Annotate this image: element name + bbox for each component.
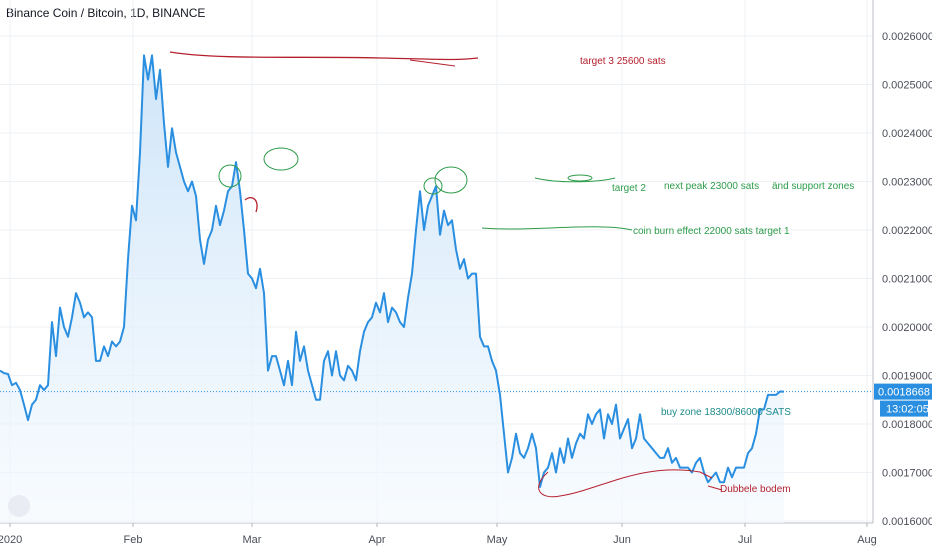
target3-line bbox=[169, 51, 479, 61]
green-circle-1 bbox=[218, 164, 242, 188]
y-tick-label: 0.0025000 bbox=[882, 80, 932, 92]
double-bottom-curve bbox=[538, 469, 713, 498]
x-tick-label: Jul bbox=[738, 534, 752, 546]
x-tick-label: Feb bbox=[124, 534, 143, 546]
target3-scribble bbox=[409, 59, 456, 67]
y-tick-label: 0.0018000 bbox=[882, 419, 932, 431]
x-tick-label: May bbox=[487, 534, 508, 546]
y-tick-label: 0.0017000 bbox=[882, 468, 932, 480]
green-circle-3 bbox=[423, 177, 443, 195]
annotation-text: coin burn effect 22000 sats target 1 bbox=[633, 226, 790, 237]
price-area-fill bbox=[0, 55, 784, 524]
target2-line bbox=[534, 177, 616, 183]
countdown-badge bbox=[880, 400, 928, 417]
target2-scribble bbox=[567, 174, 593, 182]
x-tick-label: 2020 bbox=[0, 534, 22, 546]
annotation-text: änd support zones bbox=[772, 181, 854, 192]
price-badge bbox=[874, 383, 932, 400]
double-bottom-tick bbox=[707, 485, 723, 491]
chart-title: Binance Coin / Bitcoin, 1D, BINANCE bbox=[6, 6, 206, 20]
x-tick-label: Aug bbox=[857, 534, 877, 546]
red-circle-mark bbox=[244, 197, 258, 213]
annotation-text: buy zone 18300/86000 SATS bbox=[661, 407, 791, 418]
green-circle-4 bbox=[434, 166, 468, 194]
annotation-text: Dubbele bodem bbox=[720, 484, 791, 495]
countdown-text: 13:02:05 bbox=[886, 404, 929, 416]
x-tick-label: Mar bbox=[243, 534, 262, 546]
y-tick-label: 0.0019000 bbox=[882, 371, 932, 383]
x-tick-label: Apr bbox=[368, 534, 385, 546]
y-tick-label: 0.0024000 bbox=[882, 128, 932, 140]
x-tick-label: Jun bbox=[613, 534, 631, 546]
y-tick-label: 0.0023000 bbox=[882, 177, 932, 189]
green-circle-2 bbox=[263, 147, 299, 171]
annotation-text: target 2 bbox=[612, 183, 646, 194]
target1-line bbox=[481, 226, 633, 231]
y-tick-label: 0.0026000 bbox=[882, 31, 932, 43]
annotation-text: target 3 25600 sats bbox=[580, 56, 666, 67]
tradingview-logo-icon[interactable] bbox=[8, 495, 30, 517]
y-tick-label: 0.0020000 bbox=[882, 322, 932, 334]
y-tick-label: 0.0022000 bbox=[882, 225, 932, 237]
price-badge-text: 0.0018668 bbox=[878, 387, 930, 399]
price-line bbox=[0, 54, 785, 488]
annotation-text: next peak 23000 sats bbox=[664, 181, 759, 192]
y-tick-label: 0.0021000 bbox=[882, 274, 932, 286]
y-tick-label: 0.0016000 bbox=[882, 516, 932, 528]
